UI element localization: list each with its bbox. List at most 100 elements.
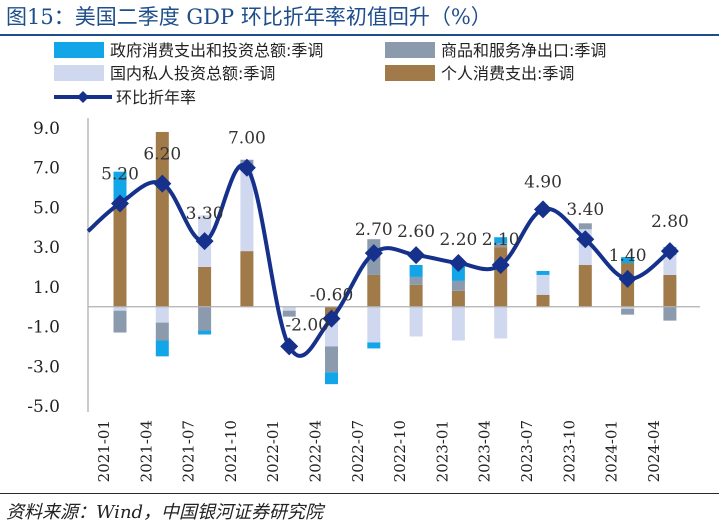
- bar-segment: [367, 342, 381, 349]
- line-point-marker: [237, 158, 256, 177]
- bar-segment: [663, 274, 677, 307]
- bar-segment: [536, 294, 550, 307]
- data-label: 1.40: [609, 246, 647, 266]
- x-tick-label: 2023-10: [560, 420, 578, 482]
- bar-segment: [113, 310, 127, 333]
- data-label: 2.60: [397, 222, 435, 242]
- line-point-marker: [364, 244, 383, 263]
- data-label: 3.40: [566, 200, 604, 220]
- data-label: 4.90: [524, 172, 562, 192]
- bar-segment: [451, 306, 465, 341]
- x-tick-label: 2024-04: [645, 420, 663, 482]
- line-point-marker: [618, 269, 637, 288]
- bar-segment: [536, 270, 550, 275]
- bar-segment: [578, 265, 592, 307]
- bar-segment: [325, 346, 338, 373]
- bar-segment: [621, 306, 635, 309]
- x-tick-label: 2023-07: [518, 420, 536, 482]
- x-tick-label: 2023-01: [433, 420, 451, 482]
- bar-segment: [240, 165, 254, 252]
- x-tick-label: 2022-01: [264, 420, 282, 482]
- bar-segment: [536, 274, 550, 295]
- bar-segment: [409, 306, 423, 337]
- y-tick-label: 5.0: [33, 198, 60, 218]
- line-series: [86, 158, 679, 358]
- data-label: 2.20: [439, 230, 477, 250]
- bar-segment: [494, 306, 508, 339]
- bar-segment: [325, 372, 338, 385]
- legend-swatch: [385, 65, 435, 81]
- line-point-marker: [322, 309, 341, 328]
- bar-segment: [409, 284, 423, 307]
- bar-segment: [198, 306, 212, 331]
- bar-series: [113, 131, 677, 385]
- x-tick-label: 2023-04: [476, 420, 494, 482]
- legend-swatch: [385, 42, 435, 58]
- data-label: 3.30: [186, 204, 224, 224]
- legend-label: 环比折年率: [116, 88, 196, 107]
- data-label: -2.00: [285, 315, 329, 335]
- y-tick-label: -3.0: [27, 357, 60, 377]
- y-tick-label: -5.0: [27, 397, 60, 417]
- data-labels: 5.206.203.307.00-2.00-0.602.70 2.60 2.20 2.…: [101, 129, 689, 336]
- data-label: 5.20: [101, 164, 139, 184]
- legend-label: 政府消费支出和投资总额:季调: [110, 41, 323, 60]
- bar-segment: [198, 330, 212, 335]
- x-tick-label: 2021-04: [137, 420, 155, 482]
- bar-segment: [113, 171, 127, 204]
- bar-segment: [240, 251, 254, 307]
- data-label: -0.60: [310, 286, 354, 306]
- bar-segment: [451, 280, 465, 291]
- y-tick-label: 3.0: [33, 238, 60, 258]
- data-label: 2.10: [482, 230, 520, 250]
- bar-segment: [663, 306, 677, 321]
- x-tick-label: 2021-07: [180, 420, 198, 482]
- bar-segment: [409, 276, 423, 285]
- figure-title: 图15：美国二季度 GDP 环比折年率初值回升（%）: [6, 5, 492, 29]
- bar-segment: [155, 340, 169, 357]
- line-point-marker: [407, 246, 426, 265]
- source-divider: [0, 493, 719, 494]
- x-tick-label: 2021-10: [222, 420, 240, 482]
- legend-label: 商品和服务净出口:季调: [441, 41, 606, 60]
- bar-segment: [198, 267, 212, 307]
- data-label: 6.20: [143, 145, 181, 165]
- bar-segment: [621, 257, 635, 264]
- bar-segment: [663, 255, 677, 275]
- data-label: 2.70: [355, 220, 393, 240]
- bar-segment: [113, 203, 127, 307]
- line-point-marker: [660, 242, 679, 261]
- x-tick-label: 2024-01: [603, 420, 621, 482]
- bar-segment: [282, 306, 296, 311]
- line-point-marker: [491, 256, 510, 275]
- bar-segment: [367, 274, 381, 307]
- line-point-marker: [534, 200, 552, 219]
- bar-segment: [155, 322, 169, 341]
- bar-segment: [155, 131, 169, 307]
- bar-segment: [451, 290, 465, 307]
- line-point-marker: [449, 254, 468, 273]
- legend-diamond-marker: [77, 91, 89, 103]
- title-divider: [0, 34, 719, 36]
- line-point-marker: [111, 194, 129, 213]
- legend-swatch: [54, 42, 104, 58]
- data-label: 7.00: [228, 129, 266, 149]
- y-tick-label: -1.0: [27, 318, 60, 338]
- bar-segment: [367, 306, 381, 343]
- data-label: 2.80: [651, 212, 689, 232]
- bar-segment: [578, 223, 592, 230]
- y-tick-label: 9.0: [33, 119, 60, 139]
- x-axis: 2021-01 2021-04 2021-07 2021-10 2022-01 2022-…: [95, 420, 663, 482]
- line-point-marker: [576, 230, 595, 249]
- x-tick-label: 2021-01: [95, 420, 113, 482]
- legend-label: 国内私人投资总额:季调: [110, 64, 275, 83]
- bar-segment: [155, 306, 169, 323]
- legend-swatch: [54, 65, 104, 81]
- bar-segment: [451, 265, 465, 281]
- line-point-marker: [280, 337, 299, 356]
- y-axis: 9.0 7.0 5.0 3.0 1.0 -1.0 -3.0 -5.0: [27, 118, 89, 417]
- y-tick-label: 1.0: [33, 278, 60, 298]
- x-tick-label: 2022-04: [307, 420, 325, 482]
